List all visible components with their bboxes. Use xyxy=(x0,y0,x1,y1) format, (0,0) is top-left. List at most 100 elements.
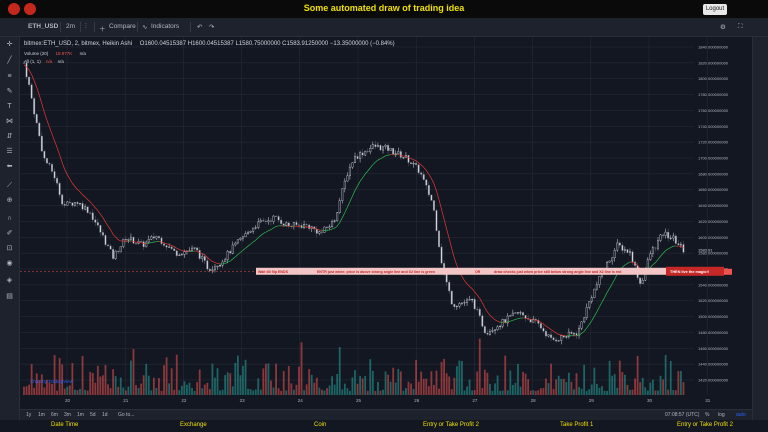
price-chart[interactable]: 1840.000000000 1820.000000000 1800.0000000… xyxy=(20,37,732,409)
volume-bar xyxy=(636,355,639,395)
range-1m[interactable]: 1m xyxy=(77,412,84,418)
candle-body xyxy=(351,162,354,168)
legend-symbol[interactable]: bitmex:ETH_USD, 2, bitmex, Heikin Ashi xyxy=(24,41,133,47)
signal-line-segment xyxy=(349,195,353,202)
candle-body xyxy=(35,114,38,124)
signal-line-segment xyxy=(44,112,48,121)
candle-body xyxy=(180,254,183,256)
legend-volume-label[interactable]: Volume (20) xyxy=(24,51,49,56)
percent-toggle[interactable]: % xyxy=(705,412,710,418)
auto-toggle[interactable]: auto xyxy=(736,412,746,418)
eye-icon[interactable]: ◉ xyxy=(6,260,13,267)
volume-bar xyxy=(443,358,446,395)
volume-bar xyxy=(471,390,474,395)
signal-line-segment xyxy=(507,320,511,323)
candle-body xyxy=(494,329,497,331)
candle-body xyxy=(224,259,227,263)
trend-line-icon[interactable]: ╱ xyxy=(7,57,12,64)
candle-body xyxy=(211,269,214,272)
volume-bar xyxy=(30,364,33,395)
volume-bar xyxy=(234,362,237,395)
layers-icon[interactable]: ◈ xyxy=(6,277,13,284)
volume-bar xyxy=(173,389,176,395)
undo-icon[interactable]: ↶ xyxy=(197,24,203,31)
candle-body xyxy=(583,317,586,323)
compare-button[interactable]: Compare xyxy=(109,23,136,30)
arrow-back-icon[interactable]: ⬅ xyxy=(6,163,13,170)
brush-icon[interactable]: ✎ xyxy=(6,88,13,95)
interval-select[interactable]: 2m xyxy=(66,23,76,30)
range-6m[interactable]: 6m xyxy=(51,412,58,418)
volume-bar xyxy=(491,390,494,395)
volume-bar xyxy=(280,390,283,395)
fullscreen-icon[interactable]: ⛶ xyxy=(738,23,743,30)
candle-body xyxy=(297,224,300,226)
measure-icon[interactable]: ⟋ xyxy=(7,182,12,189)
log-toggle[interactable]: log xyxy=(718,412,725,418)
pattern-icon[interactable]: ⋈ xyxy=(6,118,13,125)
signal-line-segment xyxy=(329,228,333,231)
candle-body xyxy=(343,180,346,189)
lock-icon[interactable]: ⊡ xyxy=(6,245,13,252)
compare-icon[interactable]: ＋ xyxy=(99,26,106,33)
volume-bar xyxy=(601,386,603,395)
fib-icon[interactable]: ☰ xyxy=(6,148,13,155)
tradingview-watermark: Chart by TradingView xyxy=(30,379,74,384)
price-tick-label: 1640.000000000 xyxy=(698,203,729,208)
candle-body xyxy=(430,194,433,201)
goto-button[interactable]: Go to... xyxy=(118,412,135,418)
candle-body xyxy=(387,145,390,151)
volume-bar xyxy=(392,367,395,395)
signal-line-segment xyxy=(237,252,241,255)
price-chart-svg[interactable]: 1840.000000000 1820.000000000 1800.0000000… xyxy=(20,37,732,409)
price-tick-label: 1700.000000000 xyxy=(698,156,729,161)
candle-body xyxy=(371,144,374,149)
volume-bar xyxy=(560,378,563,395)
crosshair-icon[interactable]: ✛ xyxy=(6,41,13,48)
logout-button[interactable]: Logout xyxy=(703,4,727,15)
volume-bar xyxy=(359,375,361,395)
time-tick-label: 23 xyxy=(240,398,246,403)
parallel-channel-icon[interactable]: ≡ xyxy=(7,73,12,80)
signal-line-segment xyxy=(438,199,442,210)
volume-bar xyxy=(201,388,204,395)
trash-icon[interactable]: ▤ xyxy=(6,293,13,300)
candle-body xyxy=(389,147,392,151)
symbol-search[interactable]: ETH_USD xyxy=(28,23,59,30)
range-1d[interactable]: 1d xyxy=(102,412,108,418)
candle-body xyxy=(450,290,453,305)
candle-body xyxy=(213,266,216,271)
range-1m-a[interactable]: 1m xyxy=(38,412,45,418)
indicators-icon[interactable]: ∿ xyxy=(142,24,148,31)
signal-line-segment xyxy=(87,199,91,203)
stay-drawing-icon[interactable]: ✐ xyxy=(6,230,13,237)
candle-body xyxy=(473,299,476,310)
utc-time[interactable]: 07:08:57 (UTC) xyxy=(665,412,700,418)
volume-bar xyxy=(435,370,438,395)
zoom-in-icon[interactable]: ⊕ xyxy=(6,197,13,204)
volume-bar xyxy=(680,370,682,395)
candle-body xyxy=(555,339,558,342)
signal-line-segment xyxy=(171,245,175,247)
volume-bar xyxy=(242,365,244,395)
chart-style-icon[interactable]: ⫶ xyxy=(85,23,87,30)
indicators-button[interactable]: Indicators xyxy=(151,23,180,30)
signal-line-segment xyxy=(54,140,58,148)
legend-all-label[interactable]: All (1, 1) xyxy=(24,59,41,64)
volume-bar xyxy=(310,374,313,395)
signal-line-segment xyxy=(555,332,559,335)
range-1y[interactable]: 1y xyxy=(26,412,32,418)
settings-icon[interactable]: ⚙ xyxy=(720,24,726,31)
text-tool-icon[interactable]: T xyxy=(7,103,12,110)
candle-body xyxy=(247,232,250,234)
candle-body xyxy=(170,246,173,249)
legend-all-row: All (1, 1) n/a n/a xyxy=(24,59,64,64)
signal-line-segment xyxy=(306,226,310,228)
magnet-icon[interactable]: ∩ xyxy=(6,215,13,222)
redo-icon[interactable]: ↷ xyxy=(209,24,215,31)
candle-body xyxy=(348,166,351,177)
range-5d[interactable]: 5d xyxy=(90,412,96,418)
range-3m[interactable]: 3m xyxy=(64,412,71,418)
prediction-icon[interactable]: ⇵ xyxy=(6,133,13,140)
candle-body xyxy=(287,222,290,227)
